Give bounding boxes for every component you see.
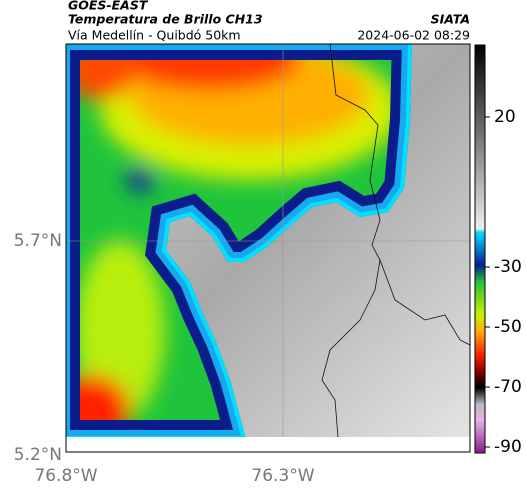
border-line bbox=[321, 259, 381, 437]
lon-label: 76.3°W bbox=[251, 466, 314, 486]
colorbar-tick-label: -50 bbox=[494, 317, 522, 337]
colorbar-scale bbox=[474, 44, 486, 454]
header: GOES-EAST Temperatura de Brillo CH13 Vía… bbox=[68, 0, 470, 43]
source: SIATA bbox=[431, 12, 470, 27]
lat-label: 5.7°N bbox=[14, 231, 62, 251]
lat-label: 5.2°N bbox=[14, 445, 62, 465]
colorbar: 20 -30 -50 -70 -90 bbox=[474, 44, 522, 457]
border-line bbox=[329, 44, 470, 346]
colorbar-tick-label: -90 bbox=[494, 437, 522, 457]
title: Temperatura de Brillo CH13 bbox=[68, 12, 263, 27]
colorbar-tick-label: -70 bbox=[494, 377, 522, 397]
product: GOES-EAST bbox=[68, 0, 149, 13]
lon-label: 76.8°W bbox=[34, 466, 97, 486]
colorbar-tick-label: 20 bbox=[494, 107, 516, 127]
map-image bbox=[65, 43, 471, 453]
datetime: 2024-06-02 08:29 bbox=[357, 28, 470, 43]
colorbar-tick-label: -30 bbox=[494, 257, 522, 277]
map-axes: 5.7°N 5.2°N 76.8°W 76.3°W bbox=[14, 231, 315, 486]
subtitle: Vía Medellín - Quibdó 50km bbox=[68, 28, 241, 43]
map-frame bbox=[65, 43, 471, 453]
